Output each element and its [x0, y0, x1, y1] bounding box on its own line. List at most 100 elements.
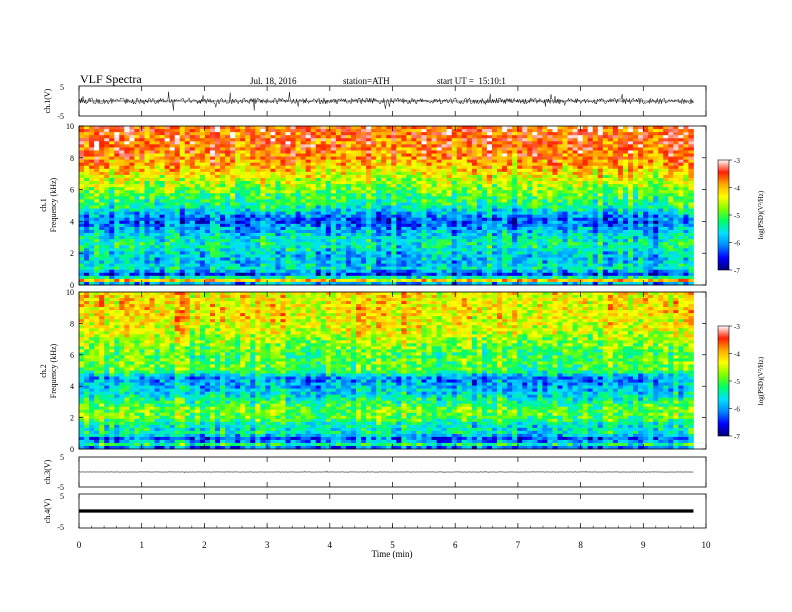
spectrogram-cell	[129, 217, 135, 222]
spectrogram-cell	[522, 190, 528, 194]
spectrogram-cell	[507, 129, 513, 133]
spectrogram-cell	[300, 220, 307, 225]
spectrogram-cell	[426, 223, 432, 228]
spectrogram-cell	[567, 147, 573, 151]
spectrogram-cell	[592, 236, 599, 240]
spectrogram-cell	[446, 229, 453, 234]
spectrogram-cell	[366, 202, 372, 206]
spectrogram-cell	[653, 208, 659, 213]
spectrogram-cell	[305, 168, 312, 173]
spectrogram-cell	[235, 226, 241, 231]
spectrogram-cell	[361, 190, 367, 194]
spectrogram-cell	[381, 196, 387, 200]
spectrogram-cell	[330, 181, 337, 185]
spectrogram-cell	[204, 187, 211, 191]
spectrogram-cell	[582, 150, 589, 154]
spectrogram-cell	[376, 211, 382, 216]
spectrogram-cell	[225, 153, 231, 157]
spectrogram-cell	[688, 126, 694, 130]
spectrogram-cell	[653, 245, 659, 249]
spectrogram-cell	[310, 159, 317, 164]
spectrogram-cell	[139, 187, 145, 191]
spectrogram-cell	[461, 171, 468, 176]
spectrogram-cell	[486, 245, 493, 249]
spectrogram-cell	[325, 168, 332, 173]
spectrogram-cell	[114, 147, 120, 151]
spectrogram-cell	[552, 129, 558, 133]
spectrogram-cell	[683, 165, 689, 170]
spectrogram-cell	[275, 202, 281, 206]
spectrogram-cell	[189, 226, 196, 231]
spectrogram-cell	[114, 184, 120, 188]
spectrogram-cell	[497, 190, 503, 194]
spectrogram-cell	[542, 245, 548, 249]
spectrogram-cell	[663, 223, 669, 228]
spectrogram-cell	[204, 174, 211, 179]
spectrogram-cell	[129, 196, 135, 200]
spectrogram-cell	[507, 162, 513, 167]
spectrogram-cell	[230, 202, 236, 206]
spectrogram-cell	[79, 162, 85, 167]
spectrogram-cell	[466, 220, 473, 225]
spectrogram-cell	[552, 208, 558, 213]
spectrogram-cell	[214, 190, 221, 194]
spectrogram-cell	[542, 187, 548, 191]
spectrogram-cell	[446, 184, 453, 188]
spectrogram-cell	[547, 156, 553, 161]
spectrogram-cell	[194, 239, 201, 243]
spectrogram-cell	[537, 168, 543, 173]
spectrogram-cell	[381, 144, 387, 148]
spectrogram-cell	[290, 196, 296, 200]
spectrogram-cell	[587, 242, 594, 246]
spectrogram-cell	[622, 159, 629, 164]
spectrogram-cell	[169, 214, 176, 219]
spectrogram-cell	[456, 138, 463, 142]
spectrogram-cell	[582, 138, 589, 142]
spectrogram-cell	[164, 233, 171, 237]
spectrogram-cell	[255, 223, 261, 228]
spectrogram-cell	[356, 171, 362, 176]
spectrogram-cell	[527, 196, 533, 200]
spectrogram-cell	[225, 245, 231, 249]
spectrogram-cell	[214, 129, 221, 133]
spectrogram-cell	[401, 147, 407, 151]
spectrogram-cell	[89, 193, 95, 197]
spectrogram-cell	[220, 168, 226, 173]
spectrogram-cell	[109, 147, 115, 151]
spectrogram-cell	[134, 196, 140, 200]
spectrogram-cell	[426, 168, 432, 173]
spectrogram-cell	[381, 220, 387, 225]
spectrogram-cell	[391, 217, 397, 222]
spectrogram-cell	[345, 199, 352, 203]
spectrogram-cell	[411, 236, 417, 240]
spectrogram-cell	[396, 141, 402, 145]
spectrogram-cell	[497, 168, 503, 173]
spectrogram-cell	[320, 159, 327, 164]
spectrogram-cell	[471, 196, 478, 200]
spectrogram-cell	[612, 202, 619, 206]
spectrogram-cell	[426, 150, 432, 154]
spectrogram-cell	[174, 245, 181, 249]
spectrogram-cell	[426, 239, 432, 243]
spectrogram-cell	[678, 153, 684, 157]
spectrogram-cell	[356, 236, 362, 240]
spectrogram-cell	[406, 184, 412, 188]
spectrogram-cell	[381, 171, 387, 176]
spectrogram-cell	[310, 184, 317, 188]
spectrogram-cell	[99, 181, 105, 185]
spectrogram-cell	[350, 233, 357, 237]
spectrogram-cell	[350, 199, 357, 203]
spectrogram-cell	[638, 229, 644, 234]
spectrogram-cell	[497, 132, 503, 136]
spectrogram-cell	[240, 129, 246, 133]
spectrogram-cell	[240, 144, 246, 148]
spectrogram-cell	[320, 211, 327, 216]
spectrogram-cell	[386, 159, 392, 164]
spectrogram-cell	[451, 129, 458, 133]
spectrogram-cell	[537, 181, 543, 185]
spectrogram-cell	[406, 135, 412, 139]
spectrogram-cell	[537, 236, 543, 240]
spectrogram-cell	[209, 242, 216, 246]
spectrogram-cell	[537, 141, 543, 145]
spectrogram-cell	[204, 171, 211, 176]
